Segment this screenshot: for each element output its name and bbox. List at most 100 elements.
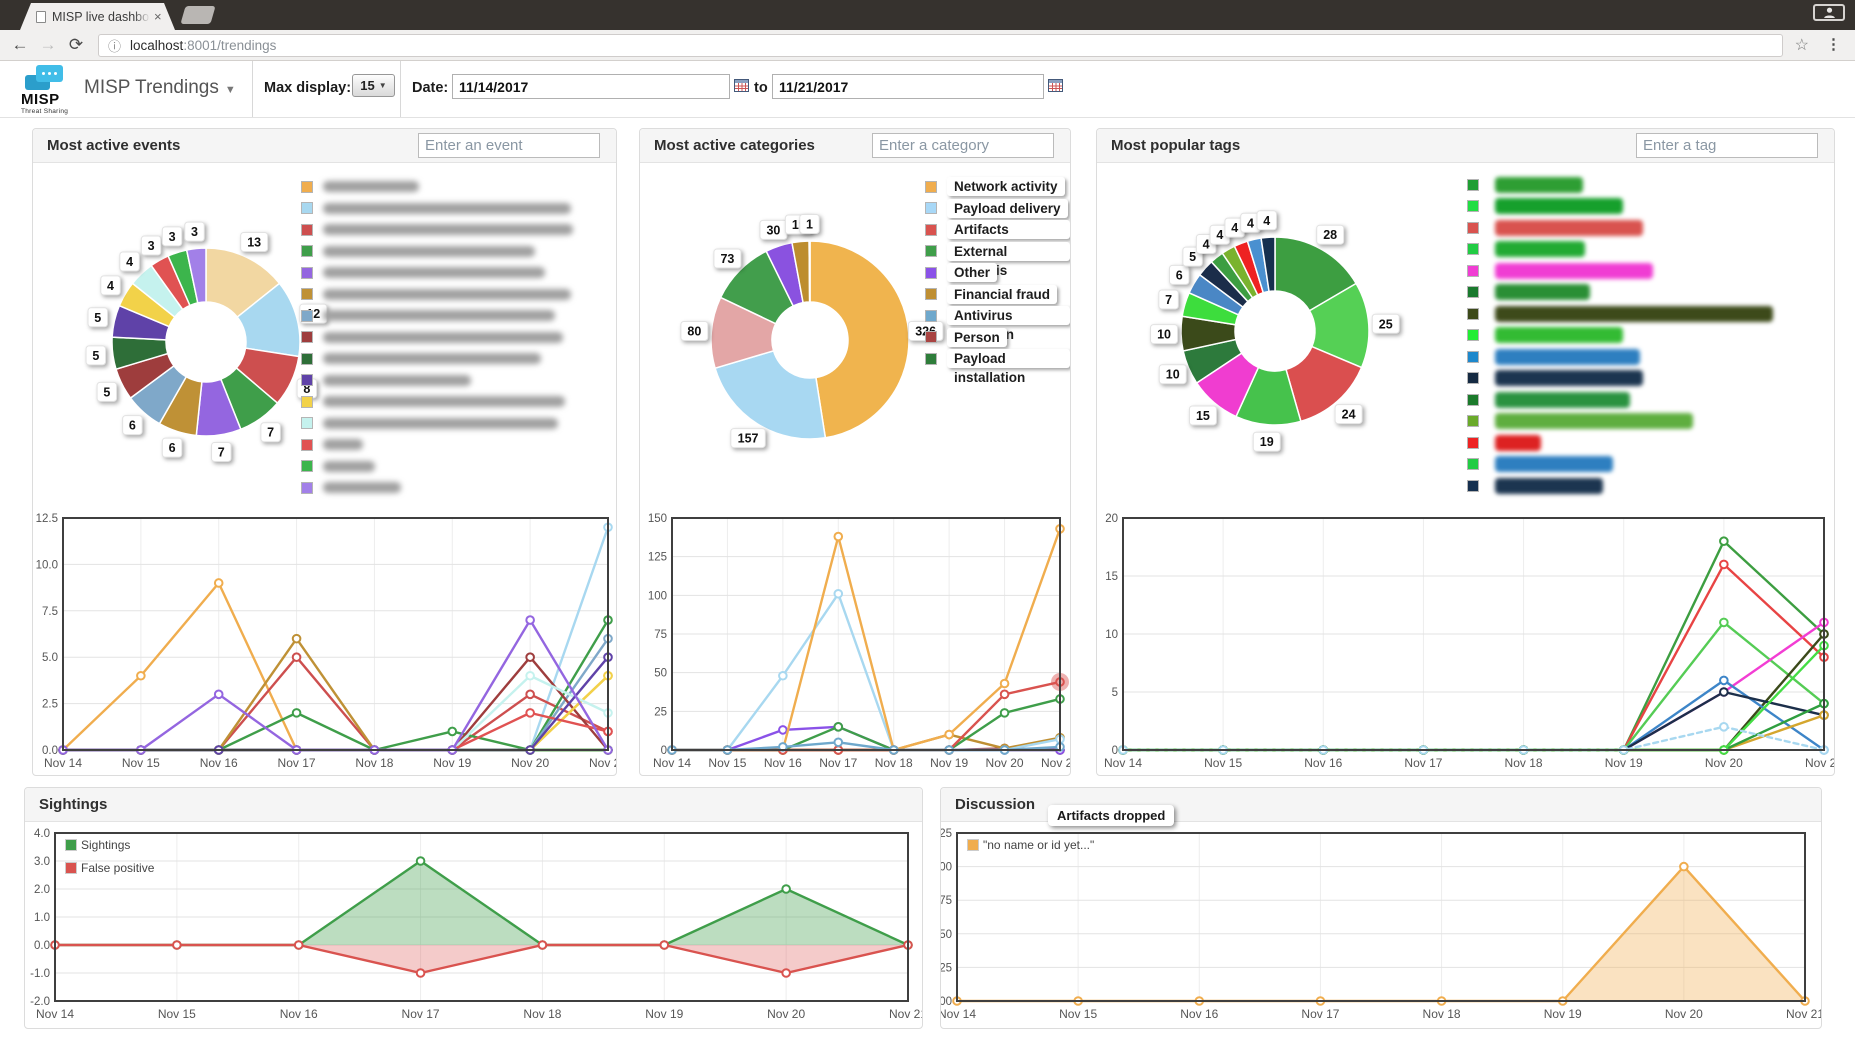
legend-item[interactable] bbox=[1467, 196, 1773, 218]
legend-item[interactable] bbox=[1467, 325, 1773, 347]
data-point-marker[interactable] bbox=[525, 652, 535, 662]
date-from-input[interactable] bbox=[452, 74, 730, 99]
data-point-marker[interactable] bbox=[525, 708, 535, 718]
data-point-marker[interactable] bbox=[833, 737, 844, 748]
legend-item[interactable]: Payload installation bbox=[925, 348, 1070, 385]
data-point-marker[interactable] bbox=[291, 633, 302, 644]
data-point-marker[interactable] bbox=[659, 940, 670, 950]
bookmark-star-icon[interactable]: ☆ bbox=[1794, 37, 1809, 54]
page-info-icon[interactable]: ⓘ bbox=[108, 39, 122, 54]
browser-tab[interactable]: MISP live dashboard × bbox=[20, 3, 175, 30]
data-point-marker[interactable] bbox=[291, 652, 302, 662]
legend-item[interactable] bbox=[301, 456, 573, 478]
data-point-marker[interactable] bbox=[778, 670, 788, 681]
legend-item[interactable] bbox=[301, 391, 573, 413]
browser-menu-icon[interactable]: ⋮ bbox=[1826, 36, 1841, 53]
legend-item[interactable]: Payload delivery bbox=[925, 198, 1070, 220]
legend-item[interactable] bbox=[301, 198, 573, 220]
legend-item[interactable] bbox=[1467, 346, 1773, 368]
discussion-chart[interactable]: 0.00 0.25 0.50 0.75 1.00 1.25 Nov 14 Nov 15 Nov … bbox=[941, 823, 1821, 1028]
tags-donut-chart[interactable]: 28 25 24 19 15 10 10 7 6 5 4 4 4 4 4 bbox=[1107, 164, 1447, 507]
data-point-marker[interactable] bbox=[1719, 722, 1729, 732]
data-point-marker[interactable] bbox=[1719, 687, 1729, 697]
categories-line-chart[interactable]: 0 25 50 75 100 125 150 Nov 14 Nov 15 Nov 16 Nov 17… bbox=[640, 510, 1070, 775]
new-tab-shape[interactable] bbox=[180, 6, 216, 24]
legend-item[interactable]: Artifacts dropped bbox=[925, 219, 1070, 256]
data-point-marker[interactable] bbox=[778, 725, 788, 735]
calendar-icon[interactable] bbox=[734, 78, 749, 92]
legend-item[interactable] bbox=[301, 262, 573, 284]
legend-item[interactable] bbox=[1467, 389, 1773, 411]
legend-item[interactable] bbox=[301, 348, 573, 370]
data-point-marker[interactable] bbox=[944, 729, 954, 740]
data-point-marker[interactable] bbox=[213, 578, 224, 588]
profile-button[interactable] bbox=[1813, 4, 1845, 21]
data-point-marker[interactable] bbox=[525, 689, 535, 700]
tag-search-input[interactable] bbox=[1636, 133, 1818, 158]
date-to-input[interactable] bbox=[772, 74, 1044, 99]
data-point-marker[interactable] bbox=[1719, 536, 1729, 547]
legend-item[interactable] bbox=[301, 477, 573, 499]
forward-button[interactable]: → bbox=[39, 35, 57, 54]
legend-item[interactable]: Person bbox=[925, 327, 1070, 349]
data-point-marker[interactable] bbox=[1679, 861, 1689, 872]
misp-logo[interactable]: MISP Threat Sharing bbox=[12, 64, 70, 116]
events-donut-chart[interactable]: 13 12 8 7 7 6 6 5 5 5 4 4 3 3 3 bbox=[41, 166, 371, 513]
legend-item[interactable] bbox=[1467, 174, 1773, 196]
data-point-marker[interactable] bbox=[447, 726, 458, 737]
legend-item[interactable] bbox=[301, 327, 573, 349]
donut-slice[interactable] bbox=[1260, 236, 1276, 293]
legend-item[interactable] bbox=[1467, 454, 1773, 476]
data-point-marker[interactable] bbox=[833, 531, 844, 542]
data-point-marker[interactable] bbox=[999, 689, 1010, 700]
calendar-icon[interactable] bbox=[1048, 78, 1063, 92]
back-button[interactable]: ← bbox=[11, 35, 29, 54]
data-point-marker[interactable] bbox=[172, 940, 182, 950]
data-point-marker[interactable] bbox=[781, 884, 791, 894]
legend-item[interactable] bbox=[301, 305, 573, 327]
legend-item[interactable]: Antivirus detection bbox=[925, 305, 1070, 342]
legend-item[interactable] bbox=[301, 219, 573, 241]
donut-slice[interactable] bbox=[185, 247, 207, 304]
legend-item[interactable] bbox=[1467, 260, 1773, 282]
tab-close-icon[interactable]: × bbox=[154, 9, 162, 24]
events-line-chart[interactable]: 0.0 2.5 5.0 7.5 10.0 12.5 Nov 14 Nov 15 Nov 16 No… bbox=[33, 510, 616, 775]
data-point-marker[interactable] bbox=[525, 615, 535, 625]
legend-item[interactable]: Network activity bbox=[925, 176, 1070, 198]
data-point-marker[interactable] bbox=[537, 940, 548, 950]
data-point-marker[interactable] bbox=[1719, 617, 1729, 628]
refresh-button[interactable]: ⟳ bbox=[68, 35, 84, 54]
data-point-marker[interactable] bbox=[781, 968, 791, 978]
legend-item[interactable] bbox=[1467, 475, 1773, 497]
data-point-marker[interactable] bbox=[999, 678, 1010, 689]
legend-item[interactable] bbox=[301, 176, 573, 198]
trendings-dropdown[interactable]: MISP Trendings ▼ bbox=[84, 77, 236, 99]
chart-legend-item[interactable]: "no name or id yet..." bbox=[967, 837, 1094, 853]
legend-item[interactable] bbox=[301, 413, 573, 435]
data-point-marker[interactable] bbox=[1719, 559, 1729, 570]
data-point-marker[interactable] bbox=[293, 940, 304, 950]
data-point-marker[interactable] bbox=[1719, 675, 1729, 686]
sightings-chart[interactable]: -2.0 -1.0 0.0 1.0 2.0 3.0 4.0 Nov 14 Nov 15 Nov 1… bbox=[25, 823, 922, 1028]
legend-item[interactable] bbox=[1467, 303, 1773, 325]
category-search-input[interactable] bbox=[872, 133, 1054, 158]
donut-slice[interactable] bbox=[808, 240, 811, 303]
legend-item[interactable]: Financial fraud bbox=[925, 284, 1070, 306]
data-point-marker[interactable] bbox=[525, 670, 535, 681]
data-point-marker[interactable] bbox=[415, 968, 426, 978]
data-point-marker[interactable] bbox=[136, 670, 146, 681]
legend-item[interactable] bbox=[1467, 239, 1773, 261]
legend-item[interactable] bbox=[301, 434, 573, 456]
donut-slice[interactable] bbox=[809, 240, 910, 439]
legend-item[interactable] bbox=[1467, 368, 1773, 390]
legend-item[interactable] bbox=[1467, 282, 1773, 304]
url-field[interactable]: ⓘ localhost :8001/trendings bbox=[98, 34, 1783, 57]
data-point-marker[interactable] bbox=[291, 708, 302, 718]
legend-item[interactable] bbox=[301, 241, 573, 263]
max-display-select[interactable]: 15 ▼ bbox=[352, 74, 395, 97]
data-point-marker[interactable] bbox=[999, 708, 1010, 718]
legend-item[interactable] bbox=[1467, 217, 1773, 239]
donut-slice[interactable] bbox=[1274, 236, 1358, 312]
chart-legend-item[interactable]: False positive bbox=[65, 860, 154, 876]
legend-item[interactable] bbox=[301, 370, 573, 392]
